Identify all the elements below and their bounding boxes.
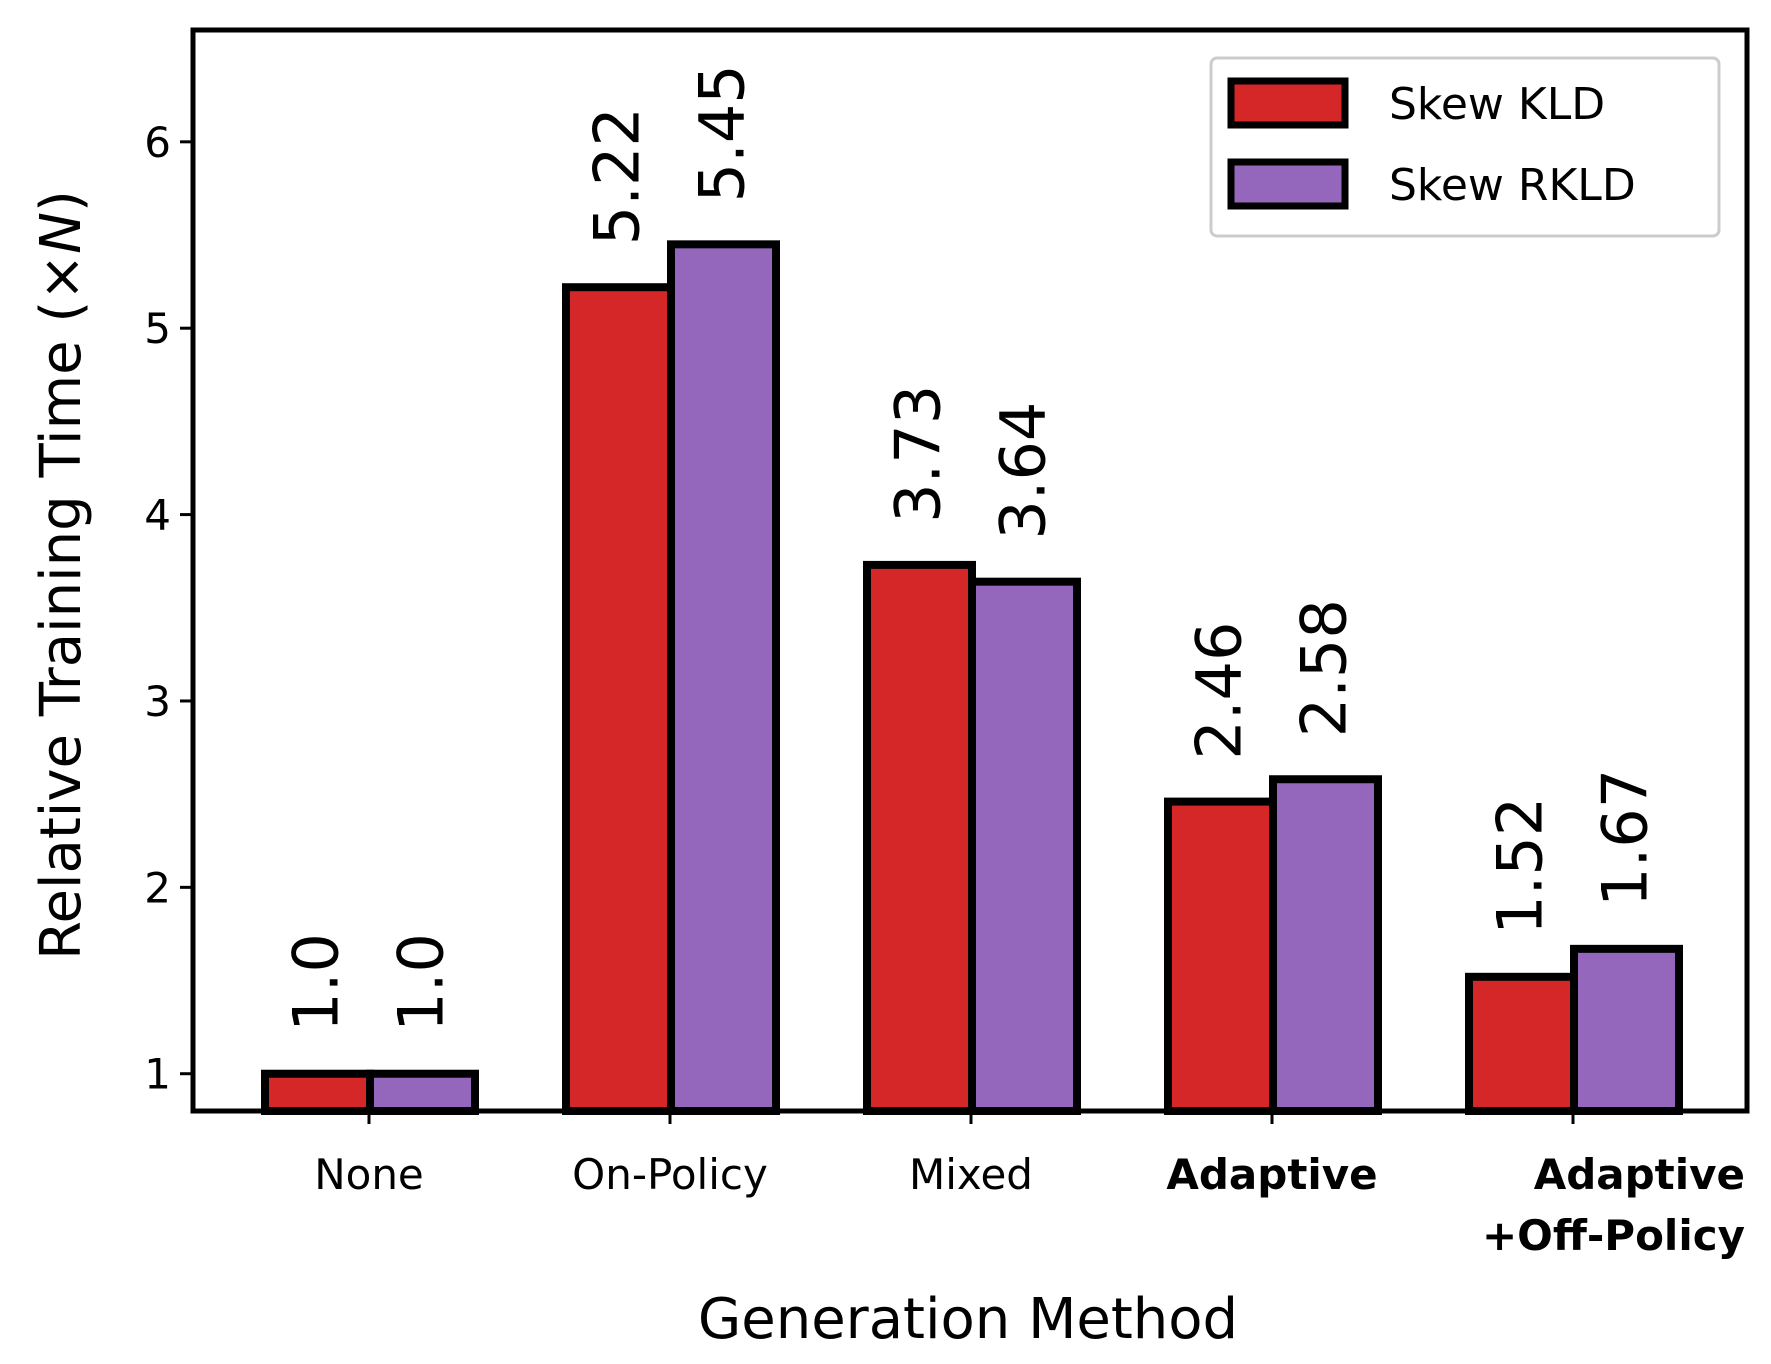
bar-value-label: 2.58 [1288,599,1361,737]
y-axis-label: Relative Training Time (×N) [29,190,94,960]
bar-skew-kld-1 [562,283,675,1116]
legend: Skew KLD Skew RKLD [1209,56,1721,238]
bar-value-labels: 1.0 5.22 3.73 2.46 1.52 1.0 5.45 3.64 2.58 1.67 [280,64,1662,1031]
bar-skew-kld-4 [1465,972,1578,1115]
x-tick-label: Adaptive +Off-Policy [1482,1150,1745,1260]
y-tick-label: 5 [144,304,171,353]
x-tick-label: Mixed [909,1150,1033,1199]
axes: 1 2 3 4 5 6 None On-Policy Mixed Adaptive Adaptive… [144,27,1750,1260]
bar-value-label: 1.67 [1589,769,1662,907]
bar-skew-kld-0 [261,1069,374,1115]
bar-skew-rkld-0 [366,1069,479,1115]
bar-skew-rkld-3 [1269,775,1382,1115]
bar-value-label: 1.0 [385,933,458,1032]
y-tick-label: 2 [144,863,171,912]
bar-value-label: 1.52 [1484,797,1557,935]
legend-label: Skew RKLD [1389,160,1636,211]
legend-swatch [1227,77,1349,129]
bar-value-label: 5.45 [686,64,759,202]
bar-skew-kld-3 [1164,797,1277,1115]
bar-skew-rkld-4 [1570,944,1683,1115]
legend-swatch [1227,158,1349,210]
y-tick-label: 3 [144,677,171,726]
bar-skew-kld-2 [863,560,976,1115]
legend-label: Skew KLD [1389,79,1605,130]
x-axis-label: Generation Method [698,1287,1238,1352]
bar-value-label: 3.73 [882,385,955,523]
bar-value-label: 2.46 [1183,622,1256,760]
y-tick-label: 6 [144,118,171,167]
y-tick-label: 4 [144,491,171,540]
bar-value-label: 3.64 [987,402,1060,540]
bar-skew-rkld-1 [667,240,780,1116]
bars-layer [261,240,1683,1116]
x-tick-label: Adaptive [1166,1150,1377,1199]
bar-skew-rkld-2 [968,577,1081,1115]
x-tick-label: On-Policy [572,1150,768,1199]
bar-value-label: 5.22 [581,107,654,245]
x-tick-label: None [314,1150,424,1199]
bar-value-label: 1.0 [280,933,353,1032]
y-tick-label: 1 [144,1050,171,1099]
